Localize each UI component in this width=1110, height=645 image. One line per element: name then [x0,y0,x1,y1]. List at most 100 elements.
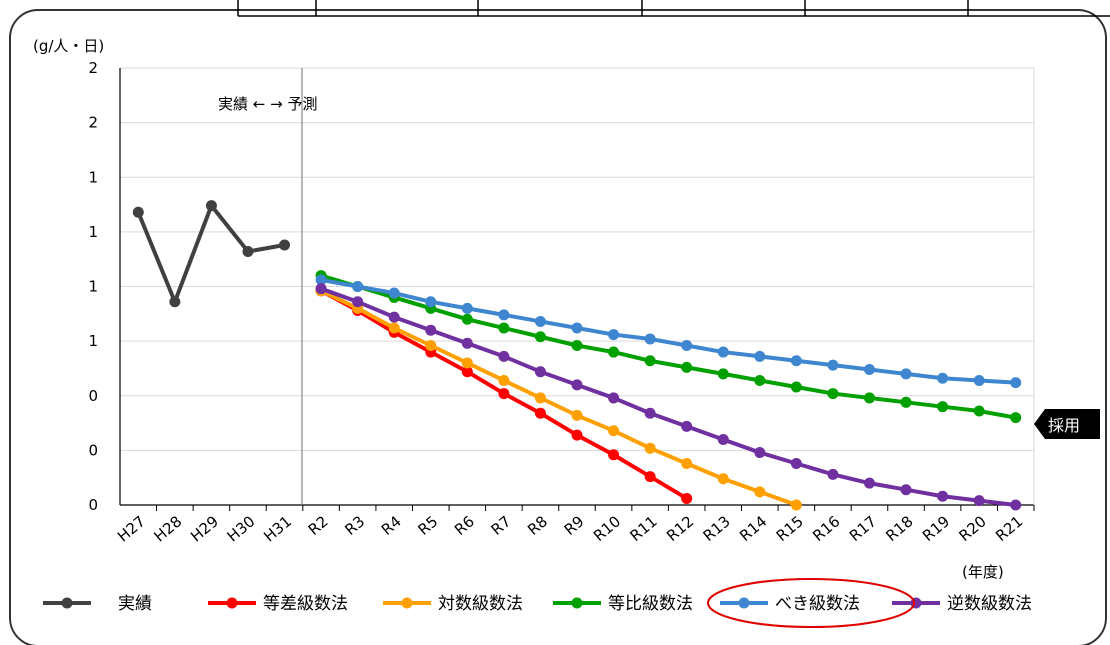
data-point [534,407,546,419]
data-point [717,368,729,380]
legend-swatch-marker [226,597,238,609]
data-point [900,484,912,496]
y-tick-label: 1 [88,332,98,350]
data-point [827,468,839,480]
data-point [534,331,546,343]
adopted-badge-text: 採用 [1048,416,1080,435]
data-point [717,346,729,358]
y-tick-label: 1 [88,278,98,296]
data-point [790,499,802,511]
y-tick-label: 2 [88,59,98,77]
data-point [279,239,291,251]
data-point [498,309,510,321]
data-point [534,392,546,404]
data-point [534,366,546,378]
x-unit-label: (年度) [962,563,1004,581]
data-point [863,364,875,376]
data-point [937,372,949,384]
data-point [608,329,620,341]
legend-label: 等差級数法 [263,594,348,614]
series-等差級数法 [315,285,693,504]
top-table-fragment [237,0,1110,17]
data-point [644,355,656,367]
data-point [900,396,912,408]
data-point [681,420,693,432]
data-point [863,392,875,404]
legend-swatch-marker [571,597,583,609]
data-point [571,339,583,351]
data-point [461,337,473,349]
data-point [790,457,802,469]
series-line [320,273,1017,420]
y-tick-labels: 0 0 0 1 1 1 1 2 2 [88,59,98,514]
data-point [608,425,620,437]
adopted-arrow-shape [1034,409,1100,439]
data-point [827,388,839,400]
data-point [937,401,949,413]
legend-item: 対数級数法 [383,594,523,614]
data-point [681,339,693,351]
data-point [388,322,400,334]
series-layer [132,200,1022,511]
data-point [425,339,437,351]
data-point [644,471,656,483]
adopted-marker: 採用 [1034,409,1100,439]
legend-label: 逆数級数法 [947,594,1032,614]
data-point [681,457,693,469]
data-point [571,409,583,421]
data-point [571,379,583,391]
data-point [498,322,510,334]
y-tick-label: 0 [88,441,98,459]
data-point [973,374,985,386]
data-point [681,492,693,504]
y-tick-label: 0 [88,496,98,514]
y-tick-label: 1 [88,223,98,241]
data-point [717,473,729,485]
data-point [608,346,620,358]
data-point [1010,499,1022,511]
legend-swatch-marker [61,597,73,609]
data-point [534,315,546,327]
data-point [644,407,656,419]
data-point [498,374,510,386]
data-point [315,283,327,295]
data-point [461,357,473,369]
y-tick-label: 2 [88,114,98,132]
series-line [320,286,1016,507]
legend-label: 実績 [118,594,152,614]
gridlines [119,67,1035,506]
data-point [973,495,985,507]
series-べき級数法 [315,274,1022,389]
legend-item: 等比級数法 [553,594,693,614]
legend-item: 実績 [43,594,152,614]
data-point [644,442,656,454]
data-point [1010,377,1022,389]
data-point [425,324,437,336]
data-point [754,447,766,459]
data-point [425,296,437,308]
data-point [352,281,364,292]
y-unit-label: (g/人・日) [33,37,104,55]
legend-label: べき級数法 [775,594,860,614]
data-point [242,246,254,258]
series-実績 [132,200,291,308]
legend-swatch-marker [738,597,750,609]
data-point [827,359,839,371]
data-point [754,486,766,498]
data-point [973,405,985,417]
legend-item: べき級数法 [720,594,860,614]
data-point [863,477,875,489]
legend-item: 等差級数法 [208,594,348,614]
legend: 実績 等差級数法 対数級数法 等比級数法 べき級数法 逆数級数法 [43,594,1032,614]
data-point [388,287,400,299]
data-point [205,200,217,212]
data-point [644,333,656,345]
data-point [790,355,802,367]
legend-label: 等比級数法 [608,594,693,614]
data-point [315,274,327,286]
legend-swatch-marker [401,597,413,609]
data-point [717,433,729,445]
data-point [461,313,473,325]
data-point [608,449,620,461]
